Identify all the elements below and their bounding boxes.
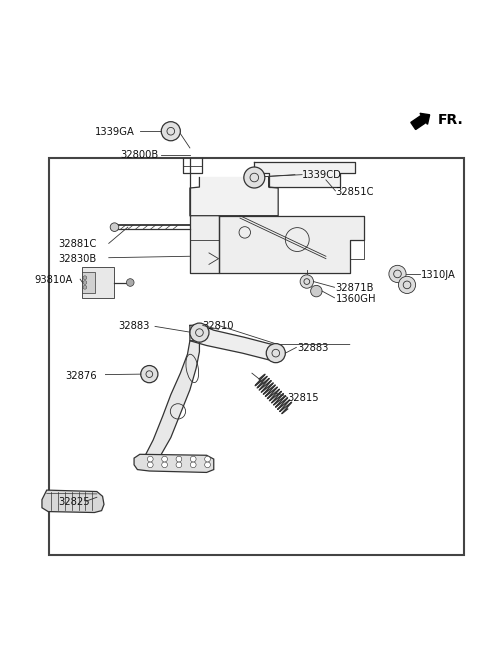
Polygon shape bbox=[144, 341, 199, 470]
Circle shape bbox=[110, 223, 119, 231]
Circle shape bbox=[83, 276, 87, 279]
Polygon shape bbox=[218, 216, 364, 273]
Circle shape bbox=[190, 323, 209, 342]
Text: 32815: 32815 bbox=[288, 393, 319, 403]
Circle shape bbox=[389, 265, 406, 283]
Circle shape bbox=[141, 366, 158, 383]
FancyArrow shape bbox=[411, 113, 430, 129]
Circle shape bbox=[204, 456, 210, 462]
Polygon shape bbox=[190, 216, 218, 273]
Text: 32881C: 32881C bbox=[59, 239, 97, 249]
Circle shape bbox=[161, 122, 180, 141]
Circle shape bbox=[398, 276, 416, 293]
Text: 93810A: 93810A bbox=[35, 275, 73, 285]
Text: 32876: 32876 bbox=[65, 371, 97, 381]
Polygon shape bbox=[190, 324, 278, 361]
Text: 32871B: 32871B bbox=[336, 283, 374, 293]
Text: 32800B: 32800B bbox=[120, 149, 159, 159]
Polygon shape bbox=[254, 162, 355, 187]
Text: 32810: 32810 bbox=[202, 322, 233, 332]
Text: 32883: 32883 bbox=[118, 322, 149, 332]
Polygon shape bbox=[42, 490, 104, 513]
Circle shape bbox=[147, 462, 153, 468]
Text: 1339GA: 1339GA bbox=[95, 127, 135, 137]
Text: 1339CD: 1339CD bbox=[302, 170, 342, 180]
Bar bbox=[49, 158, 464, 555]
Circle shape bbox=[162, 456, 168, 462]
Text: 32830B: 32830B bbox=[59, 254, 97, 263]
Circle shape bbox=[176, 462, 182, 468]
Text: 32825: 32825 bbox=[59, 497, 90, 507]
Circle shape bbox=[244, 167, 265, 188]
Text: 32883: 32883 bbox=[297, 343, 329, 353]
Text: 32851C: 32851C bbox=[336, 187, 374, 197]
Circle shape bbox=[147, 456, 153, 462]
Polygon shape bbox=[134, 454, 214, 472]
FancyBboxPatch shape bbox=[82, 271, 95, 293]
Circle shape bbox=[83, 281, 87, 284]
Circle shape bbox=[162, 462, 168, 468]
FancyBboxPatch shape bbox=[82, 267, 115, 297]
Polygon shape bbox=[190, 178, 278, 216]
Text: 1310JA: 1310JA bbox=[421, 271, 456, 280]
Circle shape bbox=[311, 285, 322, 297]
Circle shape bbox=[126, 279, 134, 286]
Circle shape bbox=[300, 275, 313, 288]
Circle shape bbox=[191, 456, 196, 462]
Circle shape bbox=[204, 462, 210, 468]
Circle shape bbox=[176, 456, 182, 462]
Circle shape bbox=[83, 285, 87, 289]
Text: 1360GH: 1360GH bbox=[336, 293, 376, 304]
Circle shape bbox=[266, 344, 285, 362]
Text: FR.: FR. bbox=[438, 113, 464, 127]
Circle shape bbox=[191, 462, 196, 468]
